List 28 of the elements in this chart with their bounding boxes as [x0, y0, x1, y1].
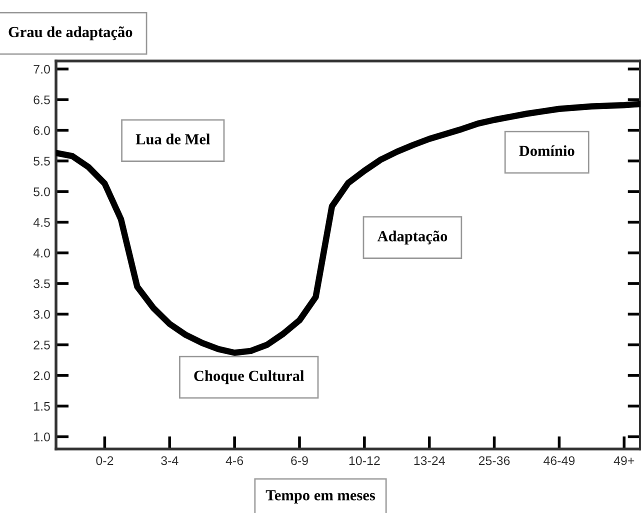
x-tick-label: 25-36 — [478, 456, 510, 466]
x-tick-label: 0-2 — [96, 456, 114, 466]
annotation: Domínio — [519, 145, 574, 156]
y-tick-label: 6.5 — [34, 95, 50, 104]
y-tick-label: 5.5 — [34, 156, 50, 166]
y-tick-label: 1.0 — [34, 432, 50, 442]
x-tick-label: 46-49 — [544, 456, 575, 466]
annotation: Choque Cultural — [194, 370, 304, 384]
y-tick-label: 2.0 — [34, 371, 50, 380]
y-tick-label: 1.5 — [34, 402, 50, 411]
y-tick-label: 5.0 — [34, 187, 50, 196]
x-tick-label: 49+ — [614, 456, 634, 466]
y-axis-title: Grau de adaptação — [8, 26, 132, 40]
x-tick-label: 3-4 — [161, 456, 178, 466]
y-tick-label: 3.0 — [34, 310, 50, 319]
x-tick-label: 13-24 — [414, 456, 445, 466]
x-tick-label: 4-6 — [226, 456, 244, 466]
y-tick-label: 4.5 — [33, 218, 50, 227]
x-axis-title: Tempo em meses — [266, 490, 376, 504]
y-tick-label: 6.0 — [34, 126, 50, 135]
y-tick-label: 3.5 — [34, 279, 50, 288]
y-tick-label: 2.5 — [34, 340, 50, 350]
x-tick-label: 6-9 — [291, 456, 308, 466]
y-tick-label: 7.0 — [34, 64, 50, 74]
annotation: Lua de Mel — [136, 134, 210, 144]
x-tick-label: 10-12 — [349, 456, 380, 466]
y-tick-label: 4.0 — [33, 248, 50, 258]
annotation: Adaptação — [377, 230, 448, 244]
